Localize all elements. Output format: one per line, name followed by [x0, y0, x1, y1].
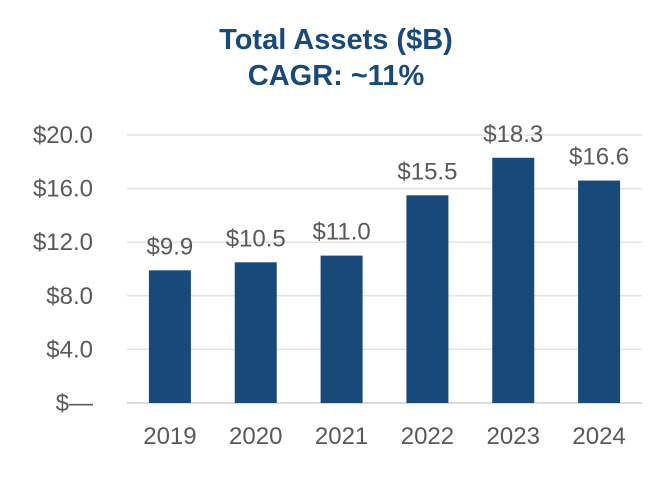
x-tick-label: 2022 [401, 423, 454, 450]
data-label: $10.5 [226, 225, 286, 252]
x-tick-label: 2019 [143, 423, 196, 450]
y-tick-label: $16.0 [33, 176, 93, 203]
data-label: $16.6 [569, 144, 629, 171]
x-tick-label: 2021 [315, 423, 368, 450]
data-label: $18.3 [483, 121, 543, 148]
y-tick-label: $20.0 [33, 122, 93, 149]
x-tick-label: 2020 [229, 423, 282, 450]
x-tick-label: 2024 [572, 423, 625, 450]
bar [320, 255, 363, 403]
y-tick-label: $12.0 [33, 229, 93, 256]
bar [148, 270, 191, 403]
bar [492, 157, 535, 403]
y-tick-label: $— [56, 390, 93, 417]
chart-title-block: Total Assets ($B) CAGR: ~11% [0, 22, 672, 94]
data-label: $9.9 [147, 233, 194, 260]
bar [578, 180, 621, 403]
y-tick-label: $4.0 [46, 336, 93, 363]
data-label: $11.0 [312, 219, 370, 246]
x-tick-label: 2023 [487, 423, 540, 450]
y-tick-label: $8.0 [46, 283, 93, 310]
chart-subtitle: CAGR: ~11% [247, 60, 425, 92]
bar [234, 262, 277, 403]
chart-title: Total Assets ($B) [219, 24, 453, 56]
bar [406, 195, 449, 403]
data-label: $15.5 [397, 158, 457, 185]
